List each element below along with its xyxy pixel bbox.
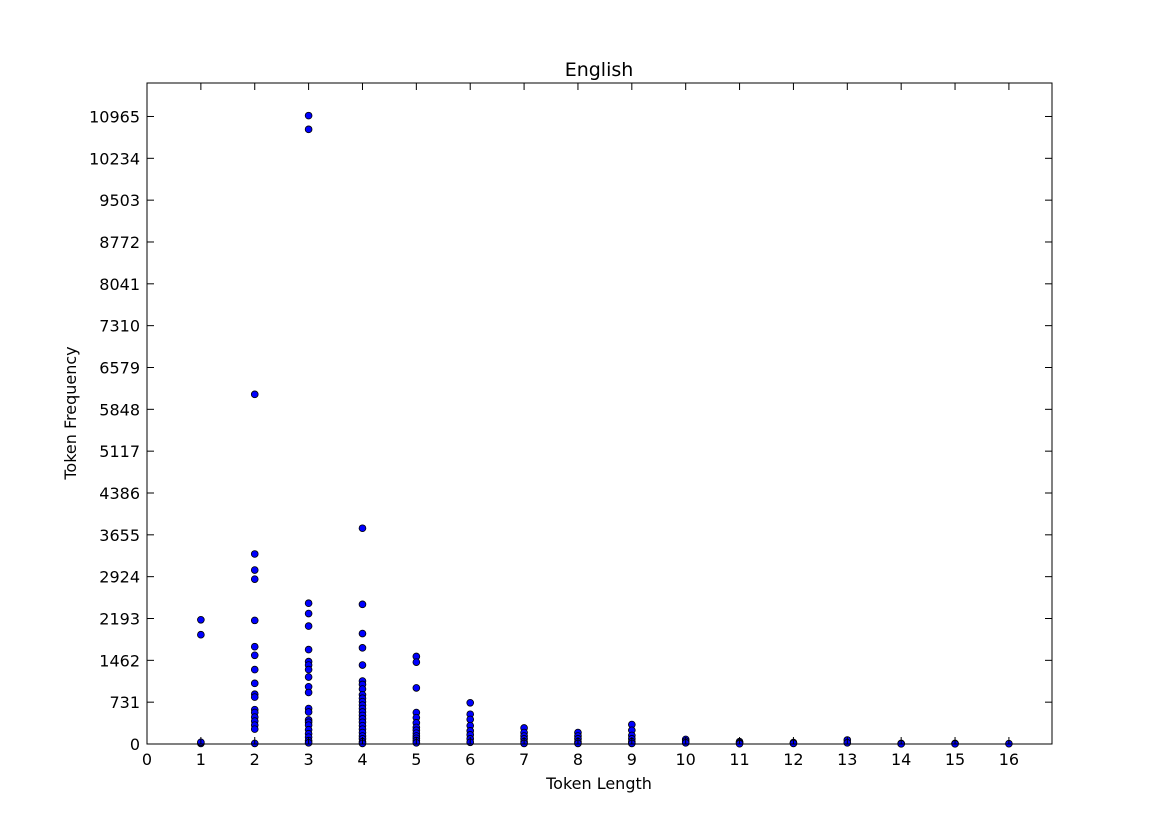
- y-tick-label: 8772: [99, 233, 140, 252]
- data-point: [250, 693, 259, 701]
- y-axis-ticks: 0 731 1462 2193 2924 3655 4386 5117 5848 6579 7310…: [89, 107, 1052, 754]
- y-tick-label: 0: [130, 735, 140, 754]
- x-tick-label: 5: [411, 750, 421, 769]
- y-tick-label: 9503: [99, 191, 140, 210]
- x-tick-label: 12: [783, 750, 803, 769]
- x-tick-label: 10: [676, 750, 696, 769]
- y-tick-label: 3655: [99, 526, 140, 545]
- data-point: [304, 665, 313, 674]
- data-point: [304, 673, 313, 681]
- x-tick-label: 13: [837, 750, 857, 769]
- y-tick-label: 4386: [99, 484, 140, 503]
- y-tick-label: 2924: [99, 568, 140, 587]
- data-point: [250, 665, 259, 674]
- data-point: [304, 609, 313, 618]
- data-point: [304, 622, 313, 630]
- x-tick-label: 7: [519, 750, 529, 769]
- data-point: [358, 524, 367, 533]
- y-tick-label: 5117: [99, 442, 140, 461]
- y-tick-label: 6579: [99, 358, 140, 377]
- y-tick-label: 2193: [99, 609, 140, 628]
- data-point: [250, 550, 259, 558]
- x-tick-label: 8: [573, 750, 583, 769]
- data-point: [250, 642, 259, 651]
- data-point: [197, 616, 205, 624]
- x-tick-label: 3: [304, 750, 314, 769]
- data-point: [250, 679, 259, 688]
- data-point: [250, 390, 259, 399]
- data-point: [358, 644, 367, 652]
- y-tick-label: 731: [109, 693, 140, 712]
- data-point: [412, 658, 421, 666]
- y-tick-label: 8041: [99, 275, 140, 294]
- data-point: [304, 111, 313, 120]
- y-tick-label: 5848: [99, 400, 140, 419]
- x-tick-label: 2: [250, 750, 260, 769]
- x-tick-label: 15: [945, 750, 965, 769]
- data-point: [466, 698, 475, 707]
- x-tick-label: 1: [196, 750, 206, 769]
- y-axis-title: Token Frequency: [61, 346, 80, 480]
- data-point: [466, 715, 475, 724]
- data-point: [250, 616, 259, 625]
- x-axis-ticks: 0 1 2 3 4 5 6 7 8 9 10 11 12 13 14 15 16: [142, 83, 1019, 769]
- x-axis-title: Token Length: [545, 774, 652, 793]
- x-tick-label: 6: [465, 750, 475, 769]
- data-point: [358, 600, 367, 609]
- x-tick-label: 16: [999, 750, 1019, 769]
- x-tick-label: 4: [357, 750, 367, 769]
- data-point: [304, 645, 313, 654]
- data-point: [250, 651, 259, 660]
- y-tick-label: 1462: [99, 651, 140, 670]
- x-tick-label: 9: [627, 750, 637, 769]
- x-tick-label: 0: [142, 750, 152, 769]
- data-point: [304, 125, 313, 134]
- chart-title: English: [565, 59, 634, 81]
- plot-area-frame: [146, 82, 1053, 745]
- data-points: [197, 111, 1013, 748]
- data-point: [250, 725, 259, 733]
- data-point: [304, 708, 313, 716]
- y-tick-label: 10965: [89, 107, 140, 126]
- data-point: [304, 599, 313, 608]
- data-point: [304, 688, 313, 697]
- x-tick-label: 14: [891, 750, 911, 769]
- y-tick-label: 7310: [99, 317, 140, 336]
- data-point: [197, 630, 205, 639]
- data-point: [358, 629, 367, 638]
- data-point: [250, 575, 259, 583]
- data-point: [250, 566, 259, 574]
- data-point: [358, 661, 367, 669]
- x-tick-label: 11: [729, 750, 749, 769]
- data-point: [412, 684, 421, 692]
- y-tick-label: 10234: [89, 149, 140, 168]
